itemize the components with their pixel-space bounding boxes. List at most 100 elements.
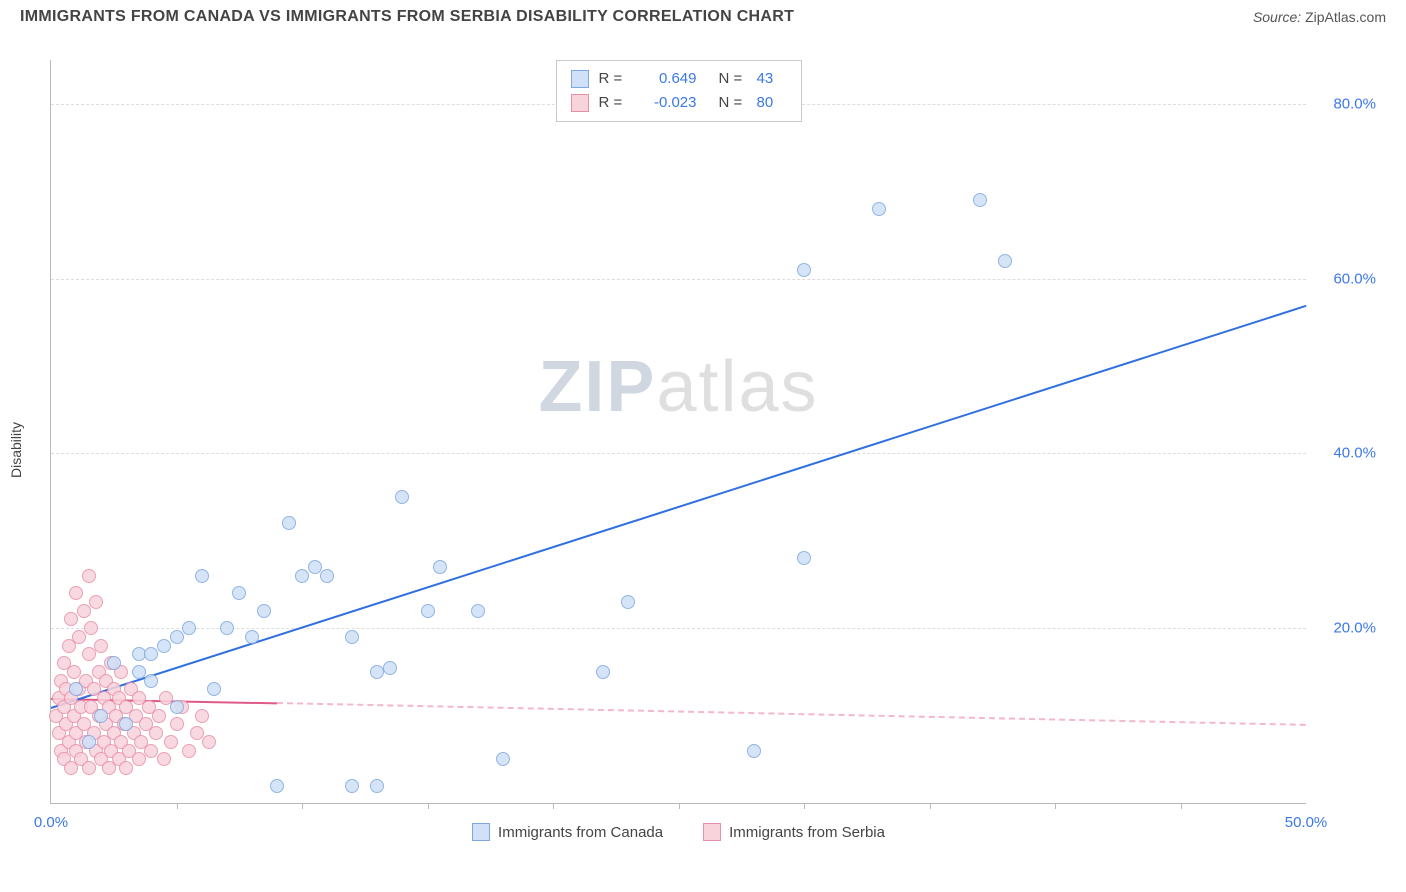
data-point	[64, 612, 78, 626]
swatch-serbia	[703, 823, 721, 841]
data-point	[496, 752, 510, 766]
data-point	[144, 674, 158, 688]
data-point	[182, 621, 196, 635]
x-tick	[302, 803, 303, 809]
data-point	[94, 639, 108, 653]
y-tick-label: 20.0%	[1316, 620, 1376, 637]
data-point	[82, 647, 96, 661]
data-point	[77, 604, 91, 618]
data-point	[207, 682, 221, 696]
r-label: R =	[599, 91, 627, 115]
data-point	[295, 569, 309, 583]
data-point	[973, 193, 987, 207]
data-point	[383, 661, 397, 675]
trend-line	[51, 305, 1307, 709]
data-point	[94, 709, 108, 723]
gridline	[51, 628, 1306, 629]
data-point	[149, 726, 163, 740]
swatch-canada	[571, 70, 589, 88]
data-point	[282, 516, 296, 530]
data-point	[190, 726, 204, 740]
data-point	[345, 630, 359, 644]
data-point	[320, 569, 334, 583]
x-tick	[679, 803, 680, 809]
swatch-canada	[472, 823, 490, 841]
source-label: Source:	[1253, 9, 1301, 25]
data-point	[164, 735, 178, 749]
data-point	[82, 569, 96, 583]
watermark-zip: ZIP	[538, 347, 656, 427]
x-tick	[930, 803, 931, 809]
plot-area: ZIPatlas R = 0.649 N = 43 R = -0.023 N =…	[50, 60, 1306, 804]
data-point	[596, 665, 610, 679]
x-tick	[428, 803, 429, 809]
data-point	[119, 717, 133, 731]
data-point	[182, 744, 196, 758]
data-point	[195, 569, 209, 583]
trend-line	[277, 702, 1306, 726]
data-point	[170, 700, 184, 714]
data-point	[69, 682, 83, 696]
legend-item-serbia: Immigrants from Serbia	[703, 823, 885, 841]
x-tick	[1055, 803, 1056, 809]
data-point	[872, 202, 886, 216]
y-axis-title: Disability	[8, 422, 24, 478]
data-point	[370, 779, 384, 793]
data-point	[170, 630, 184, 644]
data-point	[797, 551, 811, 565]
chart-container: Disability ZIPatlas R = 0.649 N = 43 R =…	[38, 48, 1386, 852]
data-point	[144, 744, 158, 758]
data-point	[132, 665, 146, 679]
data-point	[82, 761, 96, 775]
data-point	[433, 560, 447, 574]
data-point	[157, 639, 171, 653]
data-point	[797, 263, 811, 277]
data-point	[232, 586, 246, 600]
data-point	[998, 254, 1012, 268]
legend-row-serbia: R = -0.023 N = 80	[571, 91, 787, 115]
data-point	[107, 656, 121, 670]
source-value: ZipAtlas.com	[1305, 9, 1386, 25]
r-value-serbia: -0.023	[637, 91, 697, 115]
data-point	[119, 761, 133, 775]
gridline	[51, 453, 1306, 454]
legend-label-canada: Immigrants from Canada	[498, 824, 663, 841]
swatch-serbia	[571, 94, 589, 112]
data-point	[308, 560, 322, 574]
data-point	[84, 621, 98, 635]
data-point	[69, 586, 83, 600]
x-tick-label: 50.0%	[1285, 814, 1328, 831]
y-tick-label: 60.0%	[1316, 270, 1376, 287]
n-label: N =	[719, 67, 747, 91]
legend-correlation: R = 0.649 N = 43 R = -0.023 N = 80	[556, 60, 802, 122]
data-point	[170, 717, 184, 731]
x-tick-label: 0.0%	[34, 814, 68, 831]
data-point	[257, 604, 271, 618]
y-tick-label: 80.0%	[1316, 95, 1376, 112]
gridline	[51, 279, 1306, 280]
n-value-canada: 43	[757, 67, 787, 91]
data-point	[144, 647, 158, 661]
y-tick-label: 40.0%	[1316, 445, 1376, 462]
r-value-canada: 0.649	[637, 67, 697, 91]
data-point	[245, 630, 259, 644]
data-point	[195, 709, 209, 723]
r-label: R =	[599, 67, 627, 91]
watermark: ZIPatlas	[538, 346, 818, 428]
data-point	[421, 604, 435, 618]
x-tick	[553, 803, 554, 809]
chart-title: IMMIGRANTS FROM CANADA VS IMMIGRANTS FRO…	[20, 8, 794, 26]
data-point	[395, 490, 409, 504]
data-point	[72, 630, 86, 644]
data-point	[471, 604, 485, 618]
data-point	[89, 595, 103, 609]
x-tick	[804, 803, 805, 809]
data-point	[621, 595, 635, 609]
legend-row-canada: R = 0.649 N = 43	[571, 67, 787, 91]
watermark-atlas: atlas	[656, 347, 818, 427]
chart-source: Source: ZipAtlas.com	[1253, 9, 1386, 25]
data-point	[152, 709, 166, 723]
data-point	[270, 779, 284, 793]
chart-header: IMMIGRANTS FROM CANADA VS IMMIGRANTS FRO…	[0, 0, 1406, 30]
n-value-serbia: 80	[757, 91, 787, 115]
